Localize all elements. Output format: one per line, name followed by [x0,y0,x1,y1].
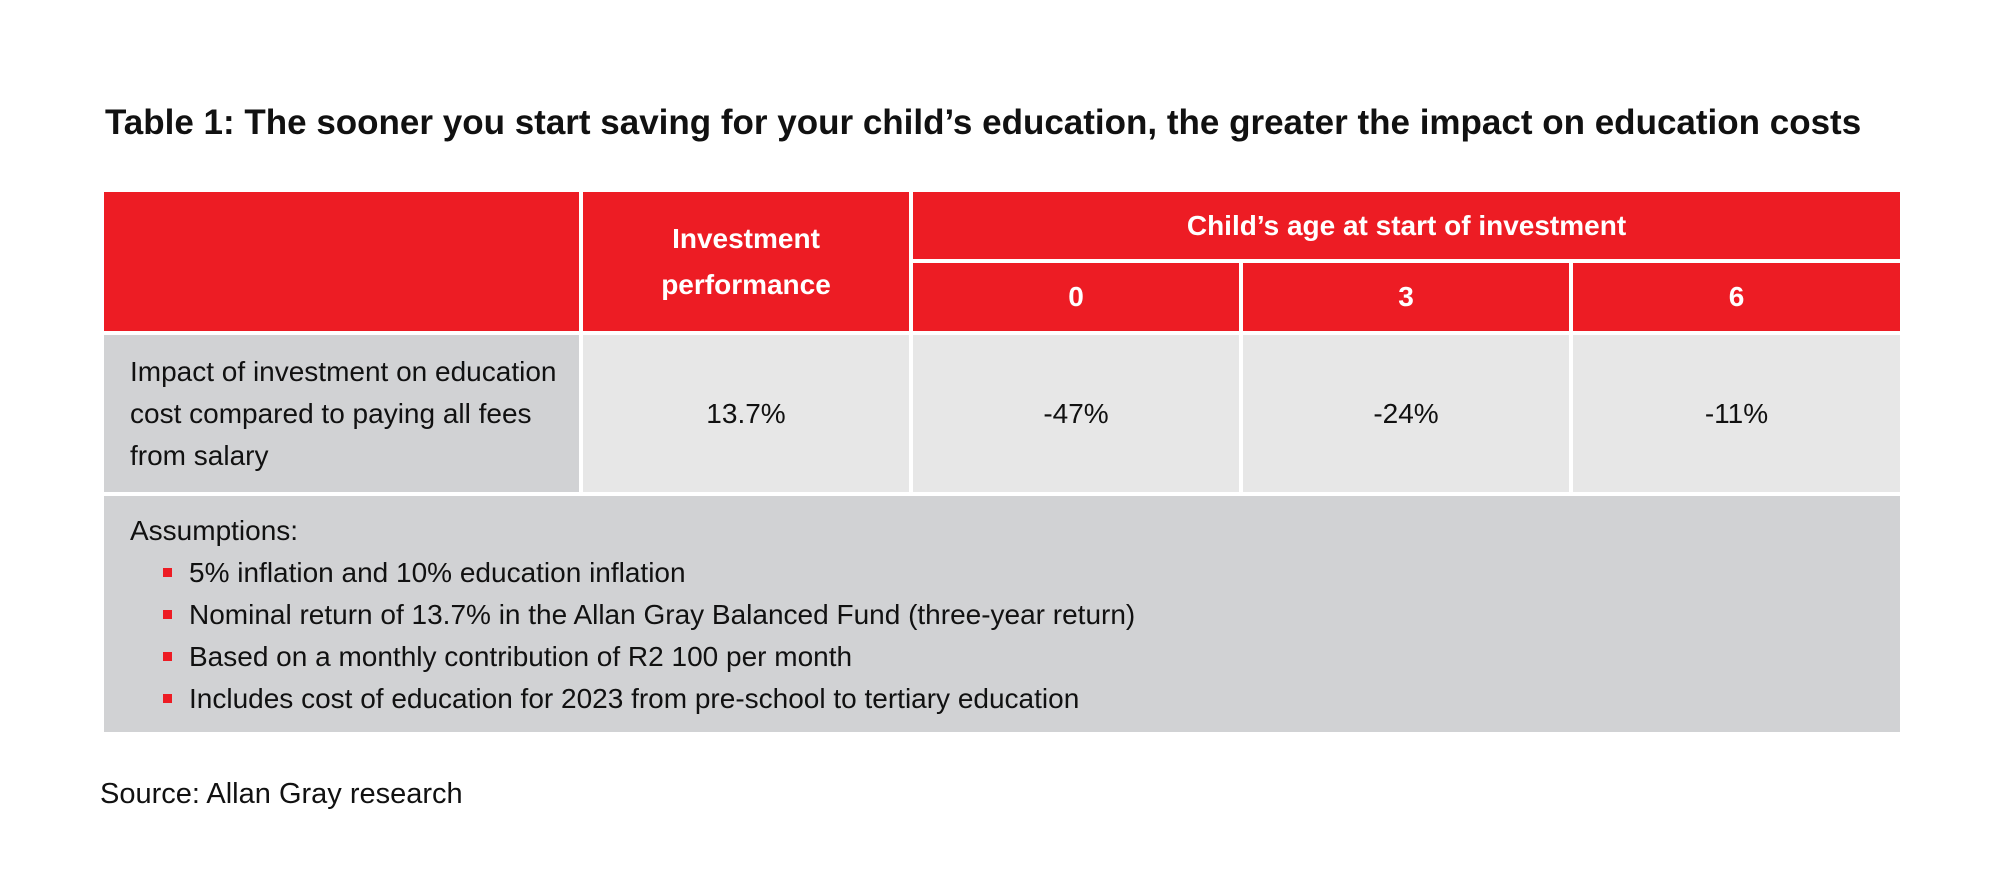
header-empty-cell [104,192,579,331]
header-age-0-label: 0 [1068,281,1084,312]
source-note: Source: Allan Gray research [100,778,463,810]
header-age-6-label: 6 [1728,281,1745,312]
impact-age-6-cell: -11% [1573,335,1900,492]
bullet-square-icon [163,610,172,619]
assumptions-list: 5% inflation and 10% education inflation… [130,552,1900,720]
bullet-square-icon [163,652,172,661]
assumption-item: Based on a monthly contribution of R2 10… [163,636,1900,678]
header-age-group: Child’s age at start of investment [913,192,1900,259]
row-label-line1: Impact of investment on education [130,355,557,387]
header-performance-line1: Investment [672,222,820,254]
assumption-item: Nominal return of 13.7% in the Allan Gra… [163,594,1900,636]
row-label-line3: from salary [130,439,269,471]
bullet-square-icon [163,694,172,703]
row-label: Impact of investment on education cost c… [130,351,556,477]
row-label-line2: cost compared to paying all fees [130,397,532,429]
impact-age-6-value: -11% [1704,397,1769,429]
assumption-text: Nominal return of 13.7% in the Allan Gra… [189,599,1136,630]
header-age-6: 6 [1573,263,1900,331]
header-age-3: 3 [1243,263,1569,331]
assumption-item: Includes cost of education for 2023 from… [163,678,1900,720]
header-age-group-label: Child’s age at start of investment [1186,209,1627,241]
performance-value-cell: 13.7% [583,335,909,492]
header-investment-performance: Investment performance [583,192,909,331]
table-title: Table 1: The sooner you start saving for… [105,103,1862,142]
assumption-text: Based on a monthly contribution of R2 10… [189,641,853,672]
bullet-square-icon [163,568,172,577]
impact-age-3-cell: -24% [1243,335,1569,492]
assumption-text: Includes cost of education for 2023 from… [189,683,1080,714]
header-age-0: 0 [913,263,1239,331]
assumption-text: 5% inflation and 10% education inflation [189,557,686,588]
header-performance-line2: performance [661,268,831,300]
impact-age-0-value: -47% [1043,397,1109,429]
assumptions-section: Assumptions: 5% inflation and 10% educat… [104,496,1900,732]
row-label-cell: Impact of investment on education cost c… [104,335,579,492]
performance-value: 13.7% [706,397,786,429]
impact-age-0-cell: -47% [913,335,1239,492]
education-cost-table: Investment performance Child’s age at st… [104,192,1900,732]
header-age-3-label: 3 [1398,281,1414,312]
assumptions-title: Assumptions: [130,515,299,546]
impact-age-3-value: -24% [1373,397,1439,429]
assumption-item: 5% inflation and 10% education inflation [163,552,1900,594]
